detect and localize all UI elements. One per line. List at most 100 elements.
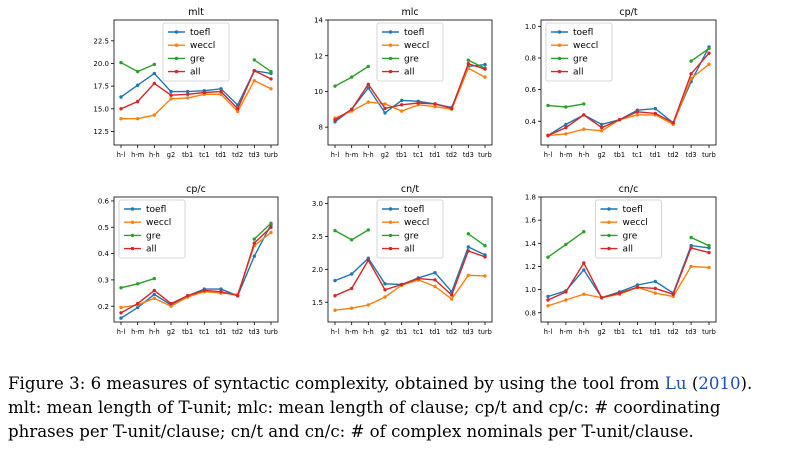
data-point-all [635, 285, 640, 289]
legend-label-all: all [623, 245, 634, 255]
data-point-all [269, 77, 273, 81]
chart-title: mlt [188, 7, 204, 18]
legend-marker-gre [607, 233, 611, 238]
data-point-toefl [350, 272, 354, 276]
data-point-all [366, 82, 370, 87]
legend-box [118, 199, 186, 259]
legend-label-toefl: toefl [573, 28, 593, 38]
x-tick-label: td1 [650, 151, 661, 159]
x-tick-label: tc1 [199, 328, 209, 336]
data-point-all [546, 133, 550, 138]
data-point-weccl [152, 296, 156, 300]
series-line-weccl [334, 274, 486, 311]
x-tick-label: g2 [167, 151, 175, 159]
chart-title: cn/t [401, 184, 419, 195]
data-point-toefl [653, 106, 657, 111]
y-tick-label: 0.4 [98, 250, 110, 258]
x-tick-label: td2 [232, 328, 243, 336]
data-point-gre [707, 243, 711, 248]
data-point-weccl [383, 295, 387, 299]
data-point-gre [366, 228, 370, 232]
data-point-toefl [466, 245, 470, 249]
data-point-all [383, 106, 387, 111]
data-point-weccl [366, 303, 370, 307]
x-tick-label: h-m [345, 328, 358, 336]
x-tick-label: g2 [381, 151, 389, 159]
y-tick-label: 17.5 [93, 83, 109, 91]
x-tick-label: tc1 [413, 328, 423, 336]
data-point-gre [689, 59, 693, 63]
legend-marker-all [174, 69, 179, 74]
data-point-weccl [483, 274, 487, 278]
legend-box [376, 199, 444, 259]
data-point-all [119, 311, 123, 315]
y-tick-label: 0.8 [525, 55, 536, 63]
data-point-all [252, 241, 256, 245]
series-line-toefl [120, 69, 272, 107]
y-tick-label: 20.0 [93, 60, 109, 68]
y-tick-label: 12 [314, 52, 323, 60]
x-tick-label: td2 [232, 151, 243, 159]
series-line-all [120, 226, 272, 314]
data-point-weccl [600, 129, 604, 133]
legend-label-toefl: toefl [404, 28, 424, 38]
data-point-all [466, 62, 470, 66]
data-point-all [671, 292, 675, 296]
x-tick-label: h-h [578, 328, 589, 336]
y-tick-label: 0.3 [98, 276, 109, 284]
data-point-all [450, 293, 454, 297]
x-tick-label: td1 [216, 328, 227, 336]
legend-label-weccl: weccl [404, 41, 429, 51]
data-point-all [600, 296, 604, 300]
data-point-gre [582, 230, 586, 234]
caption-text-2: mlt: mean length of T-unit; mlc: mean le… [8, 398, 721, 441]
data-point-all [350, 107, 354, 112]
x-tick-label: tc1 [199, 151, 209, 159]
data-point-all [366, 258, 370, 262]
data-point-toefl [333, 278, 337, 283]
caption-citation-year[interactable]: 2010 [698, 374, 741, 393]
data-point-gre [546, 103, 550, 108]
x-tick-label: td3 [249, 328, 260, 336]
data-point-gre [350, 238, 354, 242]
data-point-gre [269, 69, 273, 74]
legend-marker-all [607, 246, 611, 251]
caption-citation-author[interactable]: Lu [664, 374, 687, 393]
data-point-weccl [635, 113, 640, 117]
y-tick-label: 1.2 [525, 263, 536, 271]
data-point-gre [333, 84, 337, 88]
data-point-weccl [169, 97, 173, 101]
data-point-toefl [653, 279, 657, 284]
data-point-toefl [219, 87, 223, 91]
data-point-toefl [366, 86, 370, 90]
data-point-all [617, 291, 622, 295]
data-point-all [433, 102, 437, 106]
x-tick-label: h-h [363, 328, 374, 336]
legend-label-weccl: weccl [404, 218, 429, 228]
y-tick-label: 1.6 [525, 217, 537, 225]
legend-box [595, 199, 662, 259]
data-point-all [689, 72, 693, 76]
x-tick-label: turb [264, 151, 278, 159]
legend-box [376, 22, 444, 82]
data-point-weccl [653, 291, 657, 295]
y-tick-label: 0.6 [525, 86, 537, 94]
series-line-gre [690, 236, 710, 247]
data-point-all [236, 107, 240, 111]
data-point-toefl [564, 122, 568, 127]
x-tick-label: tb1 [614, 151, 625, 159]
y-tick-label: 15.0 [93, 105, 109, 113]
chart-title: cp/t [619, 7, 637, 18]
data-point-toefl [600, 122, 604, 127]
y-tick-label: 1.8 [525, 194, 536, 202]
data-point-gre [269, 221, 273, 225]
chart-title: cn/c [619, 184, 639, 195]
x-tick-label: h-m [131, 151, 144, 159]
x-tick-label: h-m [345, 151, 358, 159]
data-point-toefl [383, 111, 387, 115]
data-point-weccl [433, 284, 437, 289]
data-point-weccl [350, 306, 354, 310]
data-point-weccl [707, 265, 711, 270]
chart-panel-5: cn/t 1.5 2.0 2.5 3.0 h-l h-m h-h g2 tb1 tc1 td1 td2 t… [312, 184, 493, 336]
x-tick-label: turb [702, 151, 716, 159]
